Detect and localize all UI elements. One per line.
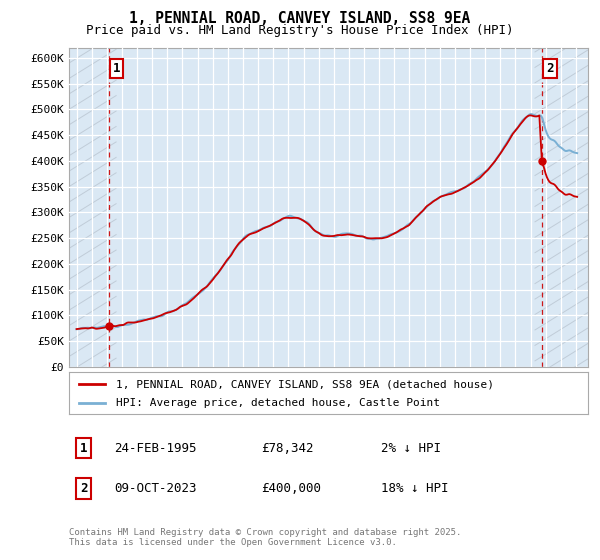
- Text: £78,342: £78,342: [261, 441, 314, 455]
- Text: £400,000: £400,000: [261, 482, 321, 495]
- Text: 2% ↓ HPI: 2% ↓ HPI: [381, 441, 441, 455]
- Text: Price paid vs. HM Land Registry's House Price Index (HPI): Price paid vs. HM Land Registry's House …: [86, 24, 514, 36]
- Text: 1: 1: [80, 441, 88, 455]
- Text: 24-FEB-1995: 24-FEB-1995: [114, 441, 197, 455]
- Text: HPI: Average price, detached house, Castle Point: HPI: Average price, detached house, Cast…: [116, 398, 440, 408]
- Text: 18% ↓ HPI: 18% ↓ HPI: [381, 482, 449, 495]
- Text: 1, PENNIAL ROAD, CANVEY ISLAND, SS8 9EA: 1, PENNIAL ROAD, CANVEY ISLAND, SS8 9EA: [130, 11, 470, 26]
- Text: Contains HM Land Registry data © Crown copyright and database right 2025.
This d: Contains HM Land Registry data © Crown c…: [69, 528, 461, 547]
- Text: 1: 1: [113, 62, 120, 75]
- Text: 2: 2: [546, 62, 553, 75]
- Text: 2: 2: [80, 482, 88, 495]
- Text: 09-OCT-2023: 09-OCT-2023: [114, 482, 197, 495]
- Text: 1, PENNIAL ROAD, CANVEY ISLAND, SS8 9EA (detached house): 1, PENNIAL ROAD, CANVEY ISLAND, SS8 9EA …: [116, 379, 494, 389]
